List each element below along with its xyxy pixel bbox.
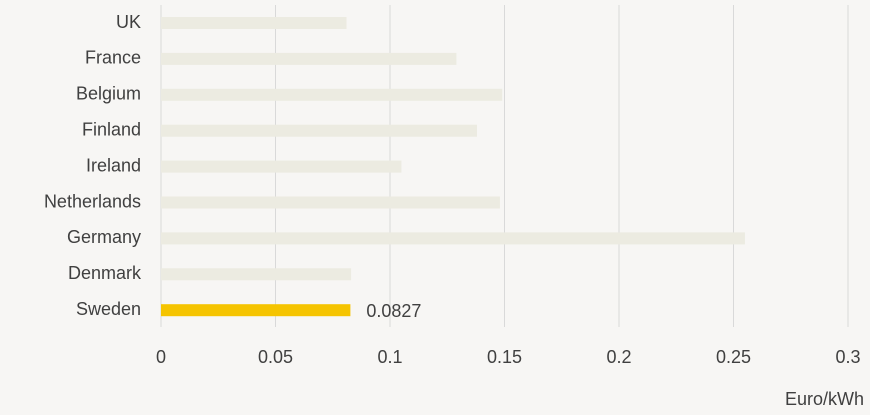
x-tick-label: 0.25 bbox=[716, 347, 751, 367]
y-tick-label: Belgium bbox=[76, 84, 141, 104]
x-tick-label: 0.3 bbox=[835, 347, 860, 367]
y-tick-label: Germany bbox=[67, 227, 141, 247]
y-tick-label: Ireland bbox=[86, 155, 141, 175]
x-tick-label: 0.1 bbox=[377, 347, 402, 367]
y-tick-label: UK bbox=[116, 12, 141, 32]
x-tick-label: 0 bbox=[156, 347, 166, 367]
bar bbox=[161, 304, 351, 317]
bar bbox=[161, 17, 347, 29]
y-tick-label: Netherlands bbox=[44, 191, 141, 211]
bar bbox=[161, 232, 745, 245]
x-tick-label: 0.05 bbox=[258, 347, 293, 367]
x-axis-label: Euro/kWh bbox=[785, 389, 864, 409]
bar bbox=[161, 88, 503, 101]
x-tick-label: 0.15 bbox=[487, 347, 522, 367]
data-label: 0.0827 bbox=[366, 301, 421, 321]
y-tick-label: France bbox=[85, 48, 141, 68]
y-tick-label: Sweden bbox=[76, 299, 141, 319]
bar bbox=[161, 160, 402, 173]
y-tick-label: Finland bbox=[82, 119, 141, 139]
x-tick-label: 0.2 bbox=[606, 347, 631, 367]
bar bbox=[161, 268, 352, 281]
bar bbox=[161, 124, 478, 137]
bar bbox=[161, 196, 500, 209]
y-tick-label: Denmark bbox=[68, 263, 142, 283]
bar bbox=[161, 52, 457, 65]
